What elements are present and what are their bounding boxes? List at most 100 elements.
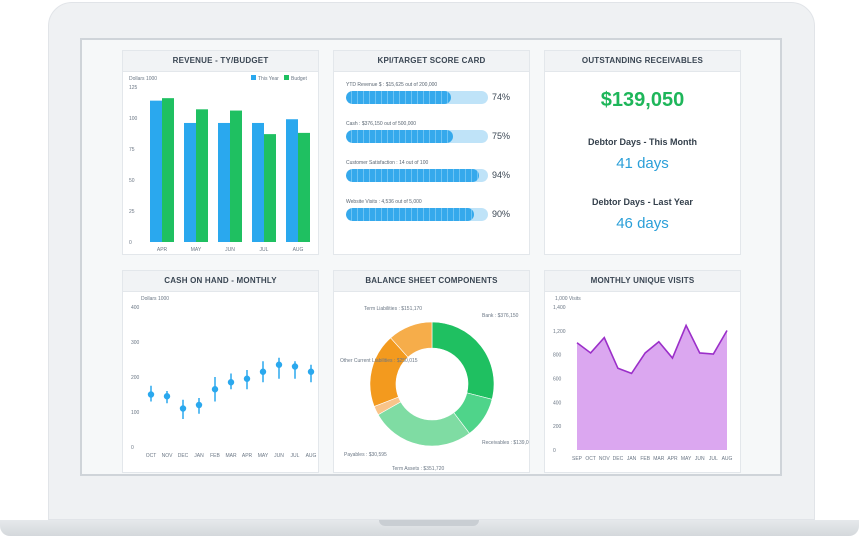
x-tick-label: APR bbox=[667, 456, 678, 462]
cash-point bbox=[163, 393, 171, 400]
visits-unit-label: 1,000 Visits bbox=[555, 296, 581, 302]
kpi-percent: 90% bbox=[492, 209, 511, 219]
cash-card: CASH ON HAND - MONTHLY Dollars 1000 400 3… bbox=[122, 270, 319, 473]
y-tick-label: 0 bbox=[129, 240, 132, 246]
x-tick-label: MAY bbox=[681, 456, 692, 462]
cash-point bbox=[147, 391, 155, 398]
cash-point bbox=[243, 375, 251, 382]
kpi-label: Cash : $376,150 out of 500,000 bbox=[346, 121, 417, 127]
x-tick-label: FEB bbox=[640, 456, 650, 462]
dashboard-screen: REVENUE - TY/BUDGET Dollars 1000 This Ye… bbox=[80, 38, 782, 476]
y-tick-label: 300 bbox=[131, 340, 140, 346]
y-tick-label: 50 bbox=[129, 178, 135, 184]
x-tick-label: AUG bbox=[293, 247, 304, 253]
y-tick-label: 400 bbox=[553, 400, 562, 406]
visits-title: MONTHLY UNIQUE VISITS bbox=[545, 271, 740, 292]
revenue-bar bbox=[150, 100, 162, 242]
cash-chart: Dollars 1000 400 300 200 100 0 OCT NOV DEC JAN FE… bbox=[131, 296, 317, 459]
legend-this-year-swatch bbox=[251, 75, 256, 80]
x-tick-label: DEC bbox=[178, 453, 189, 459]
kpi-percent: 75% bbox=[492, 131, 511, 141]
kpi-progress-track bbox=[346, 91, 488, 104]
visits-area bbox=[577, 325, 727, 450]
cash-point bbox=[195, 401, 203, 409]
x-tick-label: SEP bbox=[572, 456, 583, 462]
cash-point bbox=[291, 363, 299, 370]
revenue-bar bbox=[252, 122, 264, 242]
legend-this-year: This Year bbox=[258, 76, 279, 82]
visits-line bbox=[576, 323, 728, 375]
debtor-days-this-month-value: 41 days bbox=[616, 155, 669, 172]
kpi-title: KPI/TARGET SCORE CARD bbox=[334, 51, 529, 72]
x-tick-label: APR bbox=[242, 453, 253, 459]
y-tick-label: 100 bbox=[129, 116, 138, 122]
kpi-progress-track bbox=[346, 169, 488, 182]
revenue-unit-label: Dollars 1000 bbox=[129, 76, 157, 82]
x-tick-label: AUG bbox=[722, 456, 733, 462]
y-tick-label: 100 bbox=[131, 410, 140, 416]
kpi-item: Cash : $376,150 out of 500,000 75% bbox=[346, 120, 529, 143]
balance-slice-label: Receivables : $139,050 bbox=[482, 440, 530, 446]
receivables-title: OUTSTANDING RECEIVABLES bbox=[545, 51, 740, 72]
cash-point bbox=[307, 368, 315, 375]
x-tick-label: APR bbox=[157, 247, 168, 253]
kpi-card: KPI/TARGET SCORE CARD YTD Revenue $ : $1… bbox=[333, 50, 530, 255]
y-tick-label: 1,200 bbox=[553, 329, 566, 335]
kpi-item: YTD Revenue $ : $15,625 out of 200,000 7… bbox=[346, 81, 529, 104]
x-tick-label: MAR bbox=[653, 456, 665, 462]
balance-slice bbox=[377, 401, 470, 447]
balance-slice bbox=[390, 321, 433, 358]
y-tick-label: 25 bbox=[129, 209, 135, 215]
y-tick-label: 0 bbox=[553, 448, 556, 454]
laptop-notch bbox=[379, 520, 479, 526]
kpi-percent: 94% bbox=[492, 170, 511, 180]
debtor-days-last-year-value: 46 days bbox=[616, 215, 669, 232]
balance-slice bbox=[431, 321, 495, 400]
receivables-amount: $139,050 bbox=[600, 89, 685, 111]
x-tick-label: JUN bbox=[225, 247, 235, 253]
kpi-label: Website Visits : 4,536 out of 5,000 bbox=[346, 199, 422, 205]
kpi-label: YTD Revenue $ : $15,625 out of 200,000 bbox=[346, 82, 438, 88]
revenue-card: REVENUE - TY/BUDGET Dollars 1000 This Ye… bbox=[122, 50, 319, 255]
cash-title: CASH ON HAND - MONTHLY bbox=[123, 271, 318, 292]
legend-budget: Budget bbox=[291, 76, 307, 82]
kpi-label: Customer Satisfaction : 14 out of 100 bbox=[346, 160, 429, 166]
revenue-bar bbox=[286, 119, 298, 242]
y-tick-label: 75 bbox=[129, 147, 135, 153]
revenue-bar bbox=[218, 122, 230, 242]
balance-slice-label: Payables : $30,595 bbox=[344, 452, 387, 458]
revenue-bar bbox=[264, 134, 276, 242]
kpi-percent: 74% bbox=[492, 92, 511, 102]
x-tick-label: OCT bbox=[146, 453, 157, 459]
balance-slice-label: Term Liabilities : $151,170 bbox=[364, 306, 422, 312]
balance-slice-label: Other Current Liabilities : $250,015 bbox=[340, 358, 418, 364]
kpi-progress-fill bbox=[346, 91, 452, 104]
x-tick-label: JUL bbox=[260, 247, 269, 253]
cash-point bbox=[259, 368, 267, 375]
y-tick-label: 400 bbox=[131, 305, 140, 311]
y-tick-label: 600 bbox=[553, 377, 562, 383]
y-tick-label: 0 bbox=[131, 445, 134, 451]
y-tick-label: 1,400 bbox=[553, 305, 566, 311]
cash-point bbox=[211, 386, 219, 393]
kpi-progress-fill bbox=[346, 169, 480, 182]
cash-point bbox=[227, 379, 235, 386]
x-tick-label: NOV bbox=[599, 456, 611, 462]
revenue-bar bbox=[162, 98, 174, 242]
x-tick-label: JAN bbox=[194, 453, 204, 459]
legend-budget-swatch bbox=[284, 75, 289, 80]
x-tick-label: JUL bbox=[709, 456, 718, 462]
x-tick-label: JUN bbox=[274, 453, 284, 459]
revenue-bar bbox=[230, 110, 242, 242]
x-tick-label: MAY bbox=[258, 453, 269, 459]
revenue-bar bbox=[196, 109, 208, 242]
balance-slice-label: Bank : $376,150 bbox=[482, 313, 519, 319]
revenue-bar bbox=[184, 122, 196, 242]
visits-card: MONTHLY UNIQUE VISITS 1,000 Visits 1,400… bbox=[544, 270, 741, 473]
x-tick-label: JUN bbox=[695, 456, 705, 462]
kpi-progress-track bbox=[346, 130, 488, 143]
x-tick-label: NOV bbox=[162, 453, 174, 459]
x-tick-label: DEC bbox=[613, 456, 624, 462]
x-tick-label: AUG bbox=[306, 453, 317, 459]
visits-chart: 1,000 Visits 1,400 1,200 800 600 400 200 0 SEP O… bbox=[553, 296, 733, 462]
